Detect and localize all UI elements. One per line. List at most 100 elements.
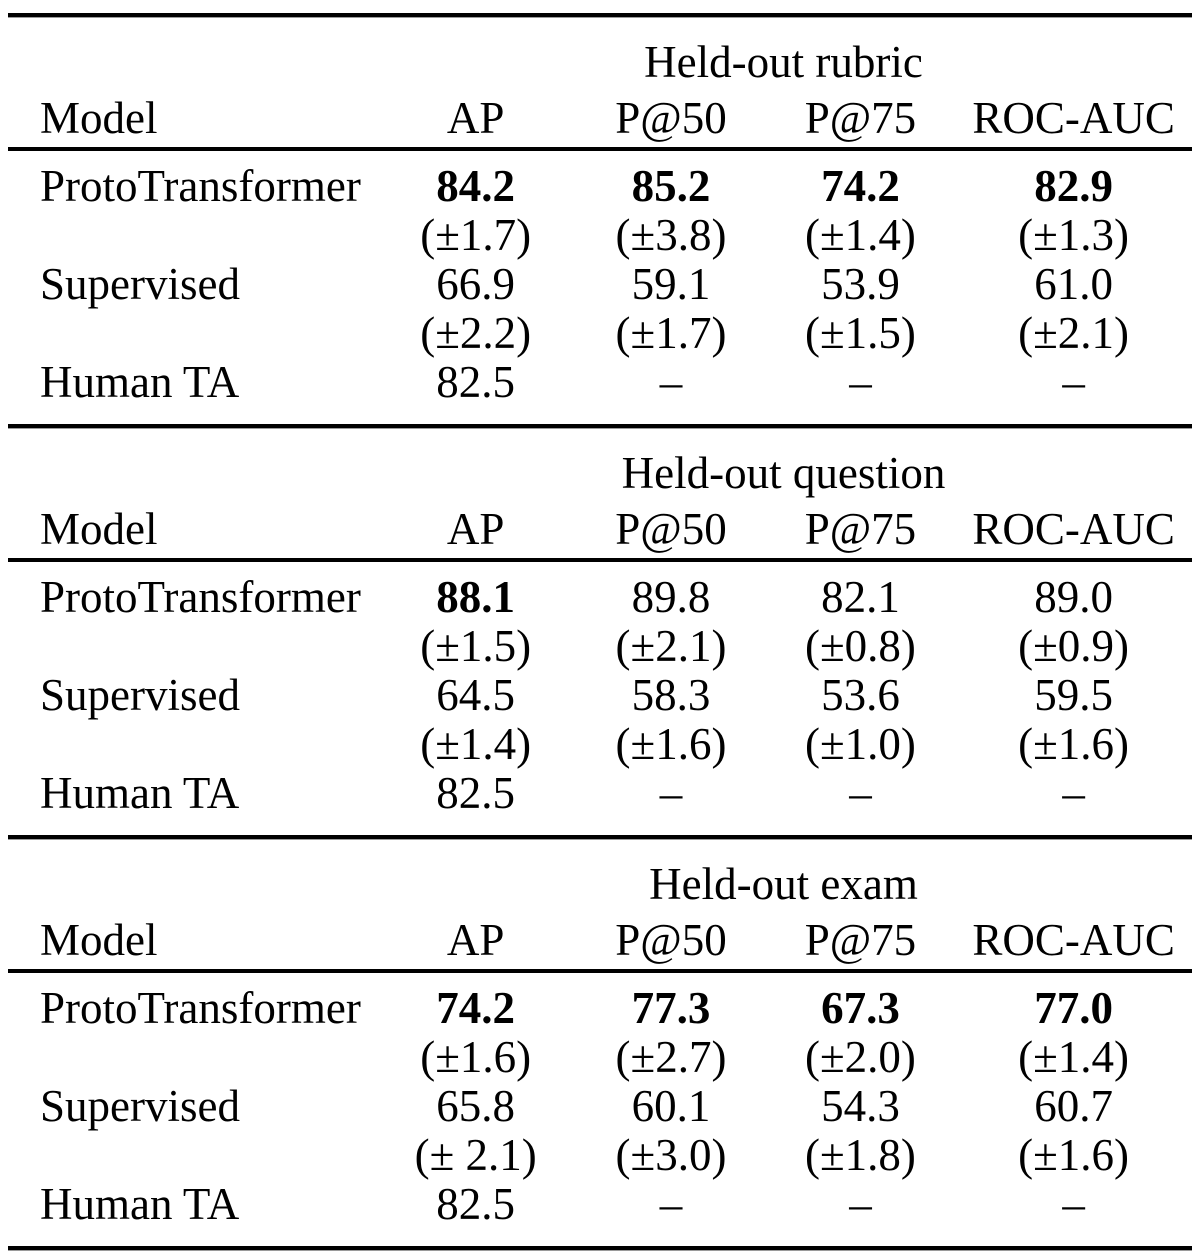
column-header-ap: AP: [375, 911, 577, 973]
metric-value: 82.1: [821, 572, 900, 622]
table-row: (±1.6) (±2.7) (±2.0) (±1.4): [8, 1033, 1192, 1082]
stddev-value: (±3.8): [615, 210, 727, 260]
metric-value: 59.5: [1034, 670, 1113, 720]
spanner-label: Held-out question: [621, 448, 946, 498]
stddev-value: (±3.0): [615, 1130, 727, 1180]
missing-value-dash: –: [659, 768, 683, 818]
stddev-value: (±1.4): [804, 210, 916, 260]
metric-value: 67.3: [821, 983, 900, 1033]
metric-value: 82.5: [436, 1179, 516, 1229]
table-heldout-rubric: Held-out rubric Model AP P@50 P@75 ROC-A…: [8, 18, 1192, 424]
column-header-p75: P@75: [765, 911, 956, 973]
model-label: Supervised: [40, 1081, 240, 1131]
stddev-value: (±2.2): [420, 308, 532, 358]
metric-value: 89.8: [631, 572, 711, 622]
stddev-value: (±1.5): [420, 621, 532, 671]
column-header-rocauc: ROC-AUC: [955, 500, 1192, 562]
column-header-model: Model: [8, 89, 376, 151]
results-table-figure: Held-out rubric Model AP P@50 P@75 ROC-A…: [8, 13, 1192, 1251]
spanner-spacer: [8, 840, 375, 911]
metric-value: 61.0: [1034, 259, 1113, 309]
column-header-model: Model: [8, 500, 376, 562]
table-row: (±1.4) (±1.6) (±1.0) (±1.6): [8, 720, 1192, 769]
metric-value: 82.9: [1034, 161, 1113, 211]
section-rule: [8, 835, 1192, 840]
metric-value: 77.3: [631, 983, 711, 1033]
table-row: Supervised 65.8 60.1 54.3 60.7: [8, 1082, 1192, 1131]
table-heldout-exam: Held-out exam Model AP P@50 P@75 ROC-AUC…: [8, 840, 1192, 1246]
model-label: ProtoTransformer: [40, 161, 361, 211]
column-header-p50: P@50: [576, 89, 766, 151]
model-label: Human TA: [40, 768, 240, 818]
metric-value: 82.5: [436, 768, 516, 818]
column-header-model: Model: [8, 911, 376, 973]
stddev-value: (±1.6): [1018, 719, 1130, 769]
table-row: (±1.5) (±2.1) (±0.8) (±0.9): [8, 622, 1192, 671]
spanner-label: Held-out rubric: [644, 37, 923, 87]
model-label: Human TA: [40, 1179, 240, 1229]
missing-value-dash: –: [1062, 768, 1085, 818]
model-label: Supervised: [40, 670, 240, 720]
table-row: (±2.2) (±1.7) (±1.5) (±2.1): [8, 309, 1192, 358]
column-header-p75: P@75: [765, 89, 956, 151]
metric-value: 54.3: [821, 1081, 900, 1131]
stddev-value: (±1.6): [1018, 1130, 1130, 1180]
missing-value-dash: –: [849, 357, 872, 407]
missing-value-dash: –: [1062, 1179, 1085, 1229]
stddev-value: (±2.0): [804, 1032, 916, 1082]
column-header-p75: P@75: [765, 500, 956, 562]
metric-value: 59.1: [631, 259, 711, 309]
metric-value: 89.0: [1034, 572, 1113, 622]
table-row: ProtoTransformer 88.1 89.8 82.1 89.0: [8, 560, 1192, 622]
metric-value: 58.3: [631, 670, 711, 720]
metric-value: 53.6: [821, 670, 900, 720]
stddev-value: (±1.7): [615, 308, 727, 358]
metric-value: 82.5: [436, 357, 516, 407]
table-row: Supervised 66.9 59.1 53.9 61.0: [8, 260, 1192, 309]
table-row: Human TA 82.5 – – –: [8, 358, 1192, 424]
stddev-value: (±1.6): [615, 719, 727, 769]
metric-value: 77.0: [1034, 983, 1113, 1033]
missing-value-dash: –: [849, 768, 872, 818]
stddev-value: (±2.1): [615, 621, 727, 671]
spanner-spacer: [8, 429, 375, 500]
spanner-spacer: [8, 18, 375, 89]
table-row: (± 2.1) (±3.0) (±1.8) (±1.6): [8, 1131, 1192, 1180]
table-row: Human TA 82.5 – – –: [8, 769, 1192, 835]
stddev-value: (±1.0): [804, 719, 916, 769]
table-row: ProtoTransformer 74.2 77.3 67.3 77.0: [8, 971, 1192, 1033]
metric-value: 60.1: [631, 1081, 711, 1131]
metric-value: 84.2: [436, 161, 516, 211]
stddev-value: (±1.3): [1018, 210, 1130, 260]
table-row: ProtoTransformer 84.2 85.2 74.2 82.9: [8, 149, 1192, 211]
metric-value: 85.2: [631, 161, 711, 211]
metric-value: 74.2: [436, 983, 516, 1033]
top-rule: [8, 13, 1192, 18]
stddev-value: (±1.8): [804, 1130, 916, 1180]
stddev-value: (±2.1): [1018, 308, 1130, 358]
table-row: Supervised 64.5 58.3 53.6 59.5: [8, 671, 1192, 720]
stddev-value: (±2.7): [615, 1032, 727, 1082]
metric-value: 53.9: [821, 259, 900, 309]
stddev-value: (±1.5): [804, 308, 916, 358]
table-row: Human TA 82.5 – – –: [8, 1180, 1192, 1246]
metric-value: 74.2: [821, 161, 900, 211]
stddev-value: (±0.8): [804, 621, 916, 671]
column-header-rocauc: ROC-AUC: [955, 911, 1192, 973]
missing-value-dash: –: [849, 1179, 872, 1229]
column-header-p50: P@50: [576, 500, 766, 562]
metric-value: 65.8: [436, 1081, 516, 1131]
missing-value-dash: –: [659, 1179, 683, 1229]
model-label: [8, 1131, 375, 1180]
stddev-value: (±1.4): [1018, 1032, 1130, 1082]
spanner-label: Held-out exam: [649, 859, 918, 909]
missing-value-dash: –: [659, 357, 683, 407]
table-heldout-question: Held-out question Model AP P@50 P@75 ROC…: [8, 429, 1192, 835]
column-header-ap: AP: [375, 500, 577, 562]
column-header-p50: P@50: [576, 911, 766, 973]
model-label: ProtoTransformer: [40, 572, 361, 622]
model-label: ProtoTransformer: [40, 983, 361, 1033]
missing-value-dash: –: [1062, 357, 1085, 407]
stddev-value: (±1.6): [420, 1032, 532, 1082]
model-label: Human TA: [40, 357, 240, 407]
